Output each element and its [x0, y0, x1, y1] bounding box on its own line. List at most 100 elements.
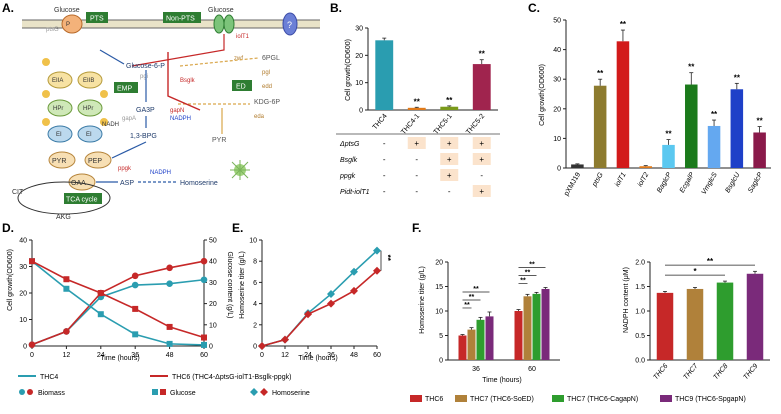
legend-biomass: Biomass: [38, 390, 65, 397]
iolt1-transporter-a: [213, 14, 225, 34]
chart-f2-xtick-label: THC8: [712, 363, 729, 382]
chart-d-point: [200, 276, 208, 284]
chart-c-bar: [707, 125, 721, 168]
bsglk-arrow: [167, 52, 201, 111]
legend-f-thc7b: THC7 (THC6-CagapN): [567, 396, 638, 403]
chart-d-series-line: [31, 260, 205, 339]
chart-f2-bar: [656, 292, 674, 360]
chart-c-sig: **: [734, 73, 741, 82]
chart-d-xtick-label: 36: [131, 352, 139, 359]
chart-d-right-ytick-label: 50: [209, 238, 217, 245]
unknown-transporter: [282, 12, 298, 36]
non-pts-box: [163, 12, 201, 23]
chart-e: Homoserine titer (g/L) Time (hours) 0 24 6…: [239, 238, 392, 363]
chart-e-ylabel: Homoserine titer (g/L): [239, 251, 246, 319]
legend-glucose: Glucose: [170, 390, 196, 397]
ptsg-label: ptsG: [46, 27, 59, 33]
chart-d-point: [97, 290, 104, 296]
chart-b-ytick-label: 0: [359, 108, 363, 115]
table-b-cell-highlight: [407, 137, 426, 149]
chart-d-series-line: [31, 260, 205, 346]
chart-e-xtick-label: 36: [327, 352, 335, 359]
table-b-cell: +: [479, 139, 484, 148]
chart-e-xtick-label: 24: [304, 352, 312, 359]
chart-c-ytick-label: 0: [557, 166, 561, 173]
chart-c-xtick-label: EcgalP: [679, 171, 696, 194]
panel-label-f: F.: [412, 221, 421, 235]
chart-f1-sig: **: [464, 302, 470, 309]
bsglk-label: Bsglk: [180, 78, 196, 84]
chart-c-xtick-label: pXMJ19: [563, 171, 582, 197]
chart-f2-bar: [746, 273, 764, 360]
hpr-label-right: HPr: [83, 106, 93, 112]
table-b-cell: -: [480, 171, 483, 180]
legend-f-thc9: THC9 (THC6-SpgapN): [675, 396, 746, 403]
chart-e-series-line: [261, 250, 378, 347]
chart-f2-ytick-label: 0.5: [635, 333, 645, 340]
chart-e-xtick-label: 0: [260, 352, 264, 359]
chart-f1: Homoserine titer (g/L) Time (hours) 0 5 10…: [419, 260, 560, 384]
legend-homoserine-marker-a: [250, 388, 258, 396]
chart-f1-bar: [467, 329, 476, 360]
chart-c-ytick-label: 20: [553, 106, 561, 113]
chart-e-xtick-label: 12: [281, 352, 289, 359]
chart-c-bar: [639, 166, 652, 168]
table-b-cell: +: [447, 139, 452, 148]
chart-b-sig: **: [446, 96, 453, 105]
chart-e-ytick-label: 10: [249, 238, 257, 245]
panel-label-b: B.: [330, 1, 342, 15]
legend-f-thc6: THC6: [425, 396, 443, 403]
emp-box: [114, 82, 138, 93]
chart-f2-xtick-label: THC7: [682, 362, 700, 381]
chart-e-xlabel: Time (hours): [298, 355, 337, 362]
chart-b-sig: **: [479, 50, 486, 59]
chart-c-xtick-label: ptsG: [591, 171, 605, 189]
membrane: [22, 20, 320, 28]
table-b-cell: +: [447, 155, 452, 164]
kdg6p-label: KDG-6P: [254, 99, 280, 106]
chart-c-bar: [593, 85, 607, 168]
pyr-node: [48, 151, 76, 169]
chart-d-point: [166, 280, 173, 288]
chart-b-ytick-label: 20: [355, 53, 363, 60]
oaa-label: OAA: [71, 180, 86, 187]
chart-e-point: [327, 290, 335, 299]
6pgl-label: 6PGL: [262, 55, 280, 62]
phospho-5: [100, 118, 108, 126]
ei-label-left: EI: [56, 132, 62, 138]
chart-f1-xtick-label: 60: [528, 366, 536, 373]
chart-c-bar: [662, 144, 675, 168]
table-b-cell: -: [448, 187, 451, 196]
chart-f1-ytick-label: 20: [435, 260, 443, 267]
legend-thc6: THC6 (THC4-ΔptsG-iolT1-Bsglk-ppgk): [172, 374, 291, 381]
chart-c-ytick-label: 10: [553, 136, 561, 143]
eiia-label: EIIA: [52, 78, 63, 84]
chart-d-left-ytick-label: 30: [19, 264, 27, 271]
chart-f1-sig: **: [469, 294, 475, 301]
chart-f1-bar: [485, 316, 494, 360]
chart-c-bar: [730, 89, 744, 168]
chart-f2-bar: [686, 288, 704, 360]
chart-d-point: [63, 276, 70, 283]
chart-d-point: [201, 334, 207, 341]
chart-f2: NADPH content (μM) 0.0 0.5 1.0 1.5 2.0 THC6 TH…: [623, 257, 770, 381]
ed-box: [232, 80, 252, 91]
chart-d-point: [166, 340, 173, 347]
chart-c-xtick-label: BsglcU: [724, 171, 742, 195]
chart-c-sig: **: [711, 110, 718, 119]
chart-f1-sig: **: [525, 269, 531, 276]
eiia-left: [47, 71, 73, 89]
glucose-right-label: Glucose: [208, 7, 234, 14]
chart-b-ytick-label: 30: [355, 26, 363, 33]
chart-b-bar: [472, 64, 491, 110]
phospho-3: [42, 118, 50, 126]
nadph-label: NADPH: [150, 170, 171, 176]
chart-d-ylabel-right: Glucose content (g/L): [226, 252, 233, 319]
table-b-cell: -: [383, 139, 386, 148]
table-b-cell: -: [383, 155, 386, 164]
chart-e-ytick-label: 6: [253, 280, 257, 287]
chart-d-point: [201, 341, 207, 348]
iolt1-arrow: [131, 34, 225, 67]
hpr-left: [47, 99, 73, 117]
